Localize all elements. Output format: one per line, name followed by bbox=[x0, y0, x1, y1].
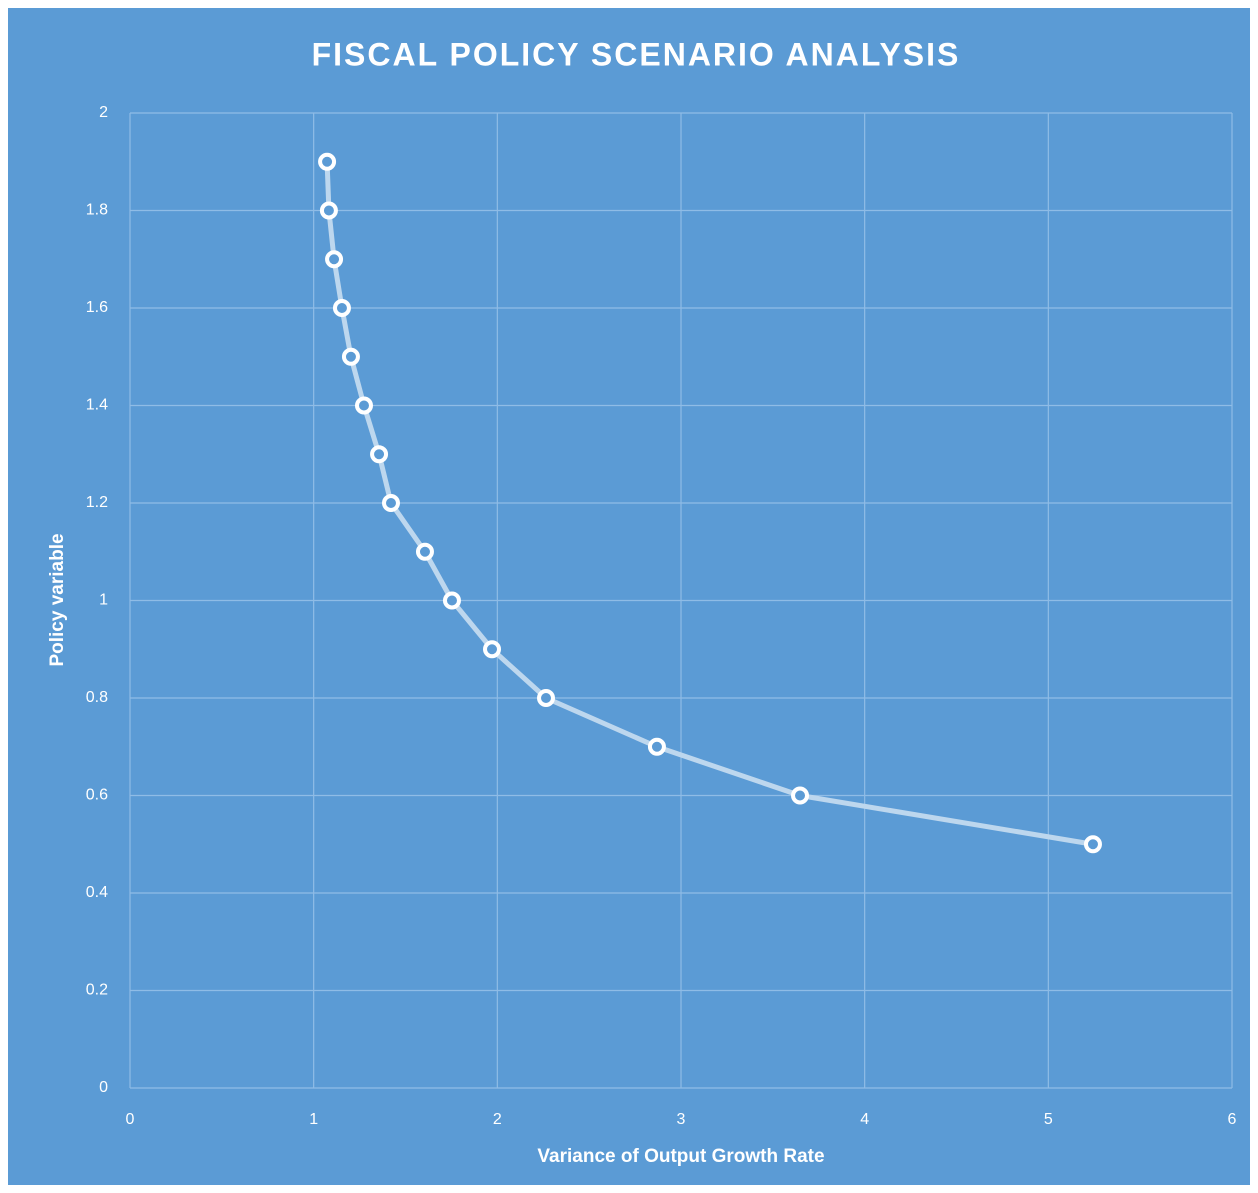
x-tick-label: 2 bbox=[493, 1111, 502, 1128]
data-point bbox=[1083, 835, 1102, 854]
data-point bbox=[325, 250, 344, 269]
data-point bbox=[647, 737, 666, 756]
y-tick-label: 1.6 bbox=[86, 299, 108, 316]
data-point bbox=[318, 152, 337, 171]
data-point bbox=[370, 445, 389, 464]
y-tick-label: 1 bbox=[99, 592, 108, 609]
y-tick-label: 0.6 bbox=[86, 787, 108, 804]
y-tick-label: 1.8 bbox=[86, 202, 108, 219]
y-tick-label: 0 bbox=[99, 1079, 108, 1096]
data-point bbox=[354, 396, 373, 415]
data-point bbox=[381, 494, 400, 512]
x-tick-label: 1 bbox=[309, 1111, 318, 1128]
data-point bbox=[537, 689, 556, 707]
x-tick-label: 4 bbox=[860, 1111, 869, 1128]
data-point bbox=[319, 201, 338, 220]
data-point bbox=[415, 542, 434, 561]
y-tick-label: 0.2 bbox=[86, 982, 108, 999]
x-tick-label: 0 bbox=[126, 1111, 135, 1128]
x-axis-label: Variance of Output Growth Rate bbox=[537, 1146, 824, 1167]
data-point bbox=[483, 640, 502, 659]
chart-title: FISCAL POLICY SCENARIO ANALYSIS bbox=[312, 36, 961, 72]
x-tick-label: 5 bbox=[1044, 1111, 1053, 1128]
y-tick-label: 0.8 bbox=[86, 689, 108, 706]
data-point bbox=[791, 786, 810, 805]
y-tick-label: 2 bbox=[99, 104, 108, 121]
y-axis-label: Policy variable bbox=[47, 533, 68, 666]
x-tick-label: 3 bbox=[677, 1111, 686, 1128]
data-point bbox=[332, 299, 351, 317]
chart-background bbox=[8, 8, 1250, 1185]
y-tick-label: 1.2 bbox=[86, 494, 108, 511]
data-point bbox=[442, 591, 461, 610]
y-tick-label: 0.4 bbox=[86, 884, 108, 901]
y-tick-label: 1.4 bbox=[86, 397, 108, 414]
data-point bbox=[341, 347, 360, 366]
x-tick-label: 6 bbox=[1228, 1111, 1237, 1128]
